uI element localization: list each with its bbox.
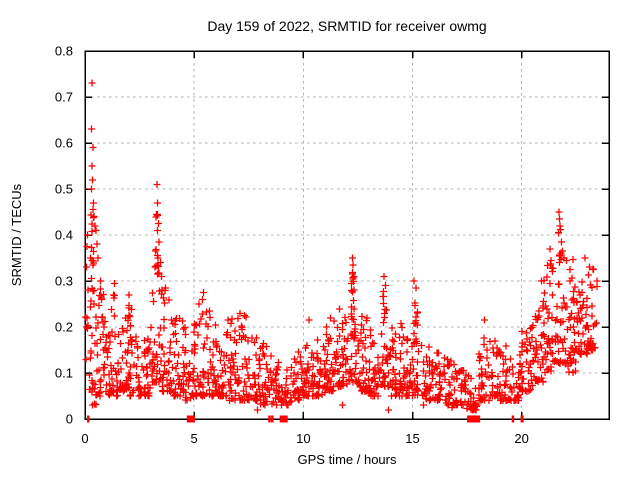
x-tick-label: 20 <box>514 431 528 446</box>
y-axis-title: SRMTID / TECUs <box>9 183 24 286</box>
zero-value-cluster <box>279 415 288 423</box>
x-tick-label: 15 <box>405 431 419 446</box>
x-tick-label: 5 <box>191 431 198 446</box>
y-tick-label: 0.6 <box>55 136 73 151</box>
x-axis-title: GPS time / hours <box>298 452 397 467</box>
x-tick-label: 0 <box>81 431 88 446</box>
x-tick-label: 10 <box>296 431 310 446</box>
zero-value-cluster <box>467 415 481 423</box>
y-tick-label: 0.2 <box>55 320 73 335</box>
y-tick-label: 0 <box>66 412 73 427</box>
zero-value-cluster <box>268 415 271 423</box>
data-points <box>82 79 601 414</box>
label-layer: Day 159 of 2022, SRMTID for receiver owm… <box>9 18 529 467</box>
y-tick-label: 0.7 <box>55 90 73 105</box>
zero-value-cluster <box>511 415 515 423</box>
y-tick-label: 0.3 <box>55 274 73 289</box>
zero-value-cluster <box>87 415 90 423</box>
y-tick-label: 0.1 <box>55 366 73 381</box>
y-tick-label: 0.8 <box>55 44 73 59</box>
zero-value-cluster <box>520 415 524 423</box>
y-tick-label: 0.4 <box>55 228 73 243</box>
zero-value-cluster <box>271 415 274 423</box>
y-tick-label: 0.5 <box>55 182 73 197</box>
chart-title: Day 159 of 2022, SRMTID for receiver owm… <box>207 18 486 34</box>
zero-value-cluster <box>186 415 195 423</box>
data-layer <box>82 79 601 423</box>
